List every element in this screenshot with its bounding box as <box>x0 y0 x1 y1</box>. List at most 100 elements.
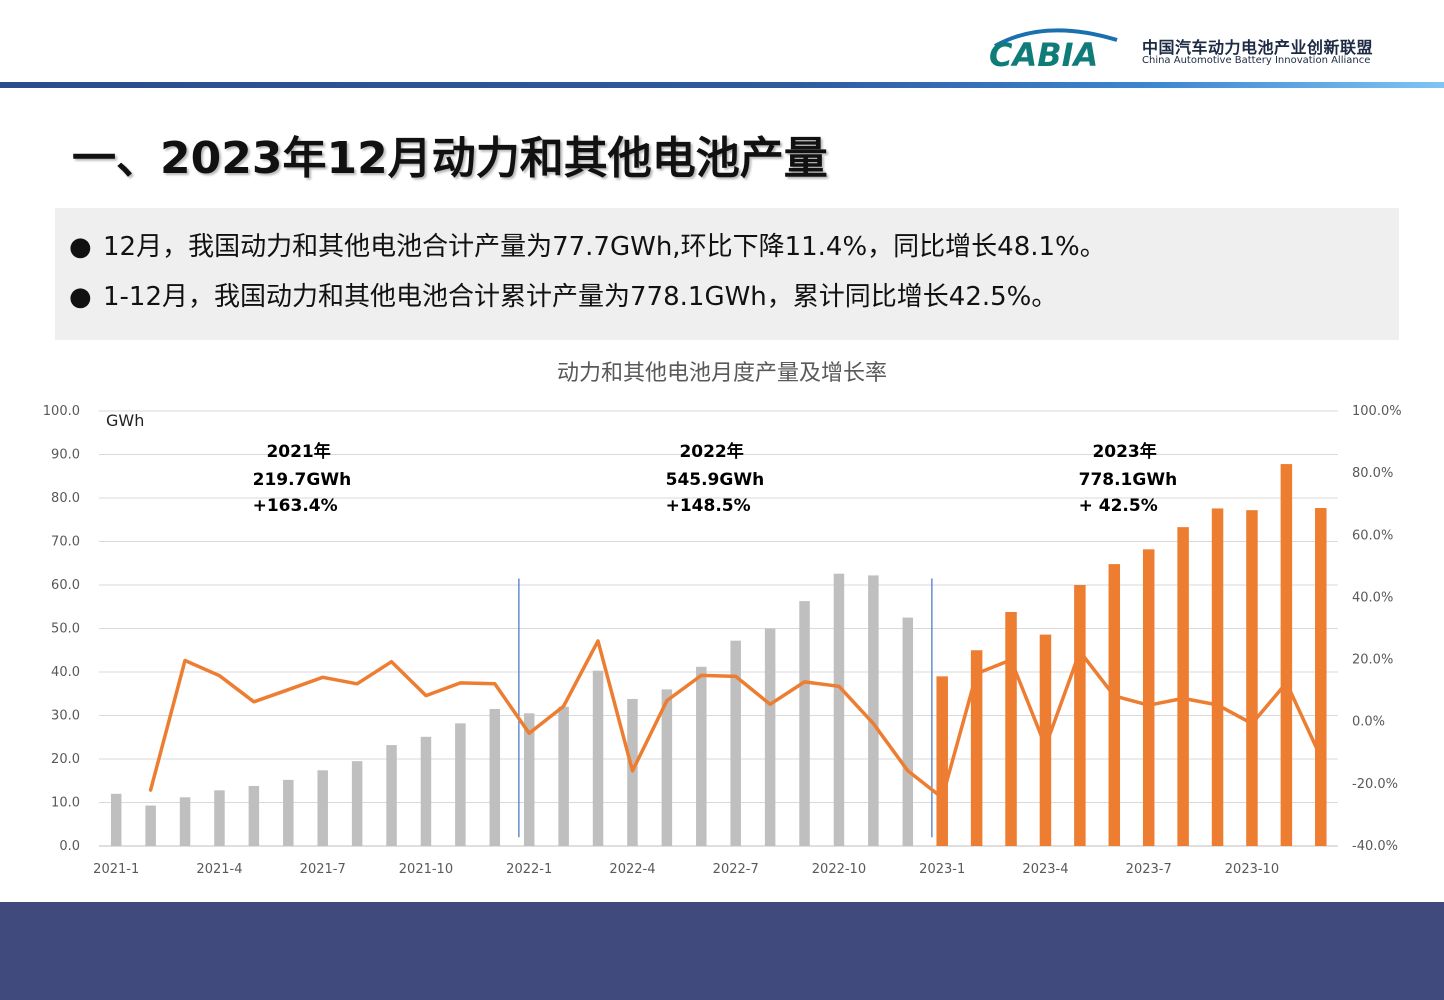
y-tick-label: 90.0 <box>51 448 80 463</box>
bullet-dot: ● <box>69 282 92 312</box>
annotation-total: 545.9GWh <box>666 470 765 490</box>
logo-letters: CABIA <box>989 36 1098 74</box>
production-bar <box>1315 508 1327 846</box>
production-bar <box>661 689 673 846</box>
y-tick-label: 70.0 <box>51 535 80 550</box>
production-bar <box>696 666 707 846</box>
production-bar <box>1246 510 1258 846</box>
production-bar <box>455 723 466 846</box>
x-tick-label: 2021-10 <box>399 862 453 877</box>
production-bar <box>145 805 156 846</box>
y2-tick-label: -20.0% <box>1352 777 1398 792</box>
right-axis-ticks: -40.0% -20.0% 0.0% 20.0% 40.0% 60.0% 80.0% 100.… <box>1352 404 1402 854</box>
production-bar <box>1005 611 1017 846</box>
y2-tick-label: -40.0% <box>1352 839 1398 854</box>
year-dividers <box>518 578 933 838</box>
production-bar <box>730 640 741 846</box>
annotation-year: 2023年 <box>1092 441 1156 462</box>
year-annotations: 2021年 219.7GWh +163.4% 2022年 545.9GWh +148.5%… <box>253 441 1178 516</box>
y2-tick-label: 20.0% <box>1352 653 1393 668</box>
growth-rate-path <box>148 639 1323 800</box>
annotation-growth: +148.5% <box>666 496 751 516</box>
production-bar <box>1177 527 1189 846</box>
production-bar <box>248 785 260 846</box>
y2-tick-label: 60.0% <box>1352 528 1393 543</box>
production-bar <box>420 736 432 846</box>
cabia-logo-mark: CABIA <box>989 28 1118 74</box>
org-name-cn: 中国汽车动力电池产业创新联盟 <box>1142 38 1374 57</box>
y2-tick-label: 40.0% <box>1352 590 1393 605</box>
summary-bullet-2: ● 1-12月，我国动力和其他电池合计累计产量为778.1GWh，累计同比增长42… <box>69 276 1057 313</box>
production-bar <box>283 779 294 846</box>
y2-tick-label: 80.0% <box>1352 466 1393 481</box>
footer-band <box>0 902 1444 1000</box>
y-axis-unit-label: GWh <box>106 411 144 430</box>
org-name-en: China Automotive Battery Innovation Alli… <box>1142 55 1371 66</box>
production-bar <box>764 628 776 846</box>
production-bar <box>1211 508 1224 846</box>
y-tick-label: 10.0 <box>51 796 80 811</box>
y2-tick-label: 100.0% <box>1352 404 1402 419</box>
annotation-year: 2022年 <box>679 441 743 462</box>
x-tick-label: 2022-10 <box>812 862 866 877</box>
y-tick-label: 20.0 <box>51 752 80 767</box>
x-tick-label: 2022-1 <box>506 862 552 877</box>
production-bar <box>489 708 501 846</box>
y-tick-label: 30.0 <box>51 709 80 724</box>
production-bar <box>214 790 225 846</box>
annotation-total: 778.1GWh <box>1079 470 1178 490</box>
y-tick-label: 40.0 <box>51 665 80 680</box>
x-tick-label: 2021-4 <box>196 862 242 877</box>
y-tick-label: 0.0 <box>59 839 80 854</box>
x-tick-label: 2023-10 <box>1225 862 1279 877</box>
summary-box: ● 12月，我国动力和其他电池合计产量为77.7GWh,环比下降11.4%，同比增… <box>55 208 1399 340</box>
x-tick-label: 2022-4 <box>609 862 655 877</box>
y-tick-label: 60.0 <box>51 578 80 593</box>
production-bar <box>1108 564 1121 846</box>
annotation-year: 2021年 <box>266 441 330 462</box>
production-bar <box>386 745 397 846</box>
production-bar <box>558 706 569 846</box>
production-bar <box>936 676 948 846</box>
summary-text-2: 1-12月，我国动力和其他电池合计累计产量为778.1GWh，累计同比增长42.… <box>103 282 1058 312</box>
summary-text-1: 12月，我国动力和其他电池合计产量为77.7GWh,环比下降11.4%，同比增长… <box>103 232 1106 262</box>
production-bar <box>902 617 914 846</box>
annotation-growth: +163.4% <box>253 496 338 516</box>
production-bar <box>179 797 191 846</box>
production-bar <box>970 650 983 846</box>
annotation-growth: + 42.5% <box>1079 496 1158 516</box>
y-tick-label: 50.0 <box>51 622 80 637</box>
growth-rate-line <box>148 639 1323 800</box>
bullet-dot: ● <box>69 232 92 262</box>
x-tick-label: 2021-7 <box>300 862 346 877</box>
annotation-total: 219.7GWh <box>253 470 352 490</box>
production-bar <box>1280 464 1293 846</box>
page-title: 一、2023年12月动力和其他电池产量 <box>72 133 828 184</box>
production-chart: 动力和其他电池月度产量及增长率 GWh 0.0 10.0 20.0 30.0 40.0 5… <box>43 361 1402 877</box>
production-bar <box>110 793 122 846</box>
x-tick-label: 2023-1 <box>919 862 965 877</box>
cabia-logo: CABIA 中国汽车动力电池产业创新联盟 China Automotive Ba… <box>985 20 1405 82</box>
production-bar <box>833 573 845 846</box>
production-bar <box>317 770 328 846</box>
x-tick-label: 2023-7 <box>1126 862 1172 877</box>
x-tick-label: 2022-7 <box>713 862 759 877</box>
production-bars <box>110 464 1327 846</box>
header-rule <box>0 82 1444 88</box>
x-tick-label: 2021-1 <box>93 862 139 877</box>
production-bar <box>1074 585 1086 846</box>
chart-title: 动力和其他电池月度产量及增长率 <box>557 361 887 386</box>
y2-tick-label: 0.0% <box>1352 715 1385 730</box>
logo-swoosh <box>994 28 1118 48</box>
gridlines <box>99 410 1338 847</box>
left-axis-ticks: 0.0 10.0 20.0 30.0 40.0 50.0 60.0 70.0 80.0 90.0 1… <box>43 404 80 854</box>
production-bar <box>351 761 363 846</box>
production-bar <box>868 575 879 846</box>
x-tick-label: 2023-4 <box>1022 862 1068 877</box>
production-bar <box>592 670 604 846</box>
production-bar <box>1142 549 1155 846</box>
x-axis-ticks: 2021-1 2021-4 2021-7 2021-10 2022-1 2022-4 202… <box>93 862 1279 877</box>
production-bar <box>799 601 810 846</box>
production-bar <box>1039 634 1052 846</box>
production-bar <box>523 713 535 846</box>
